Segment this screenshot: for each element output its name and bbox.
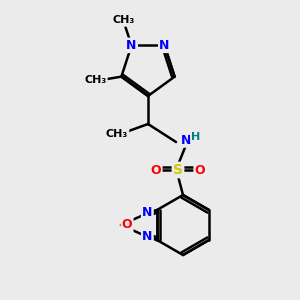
Text: N: N (159, 39, 170, 52)
Text: H: H (191, 132, 201, 142)
Text: O: O (151, 164, 161, 176)
Text: N: N (142, 230, 152, 244)
Text: S: S (173, 163, 183, 177)
Text: O: O (122, 218, 132, 232)
Text: CH₃: CH₃ (84, 75, 106, 85)
Text: N: N (126, 39, 137, 52)
Text: N: N (181, 134, 191, 146)
Text: N: N (142, 206, 152, 220)
Text: CH₃: CH₃ (106, 129, 128, 139)
Text: O: O (195, 164, 205, 176)
Text: CH₃: CH₃ (112, 15, 135, 25)
